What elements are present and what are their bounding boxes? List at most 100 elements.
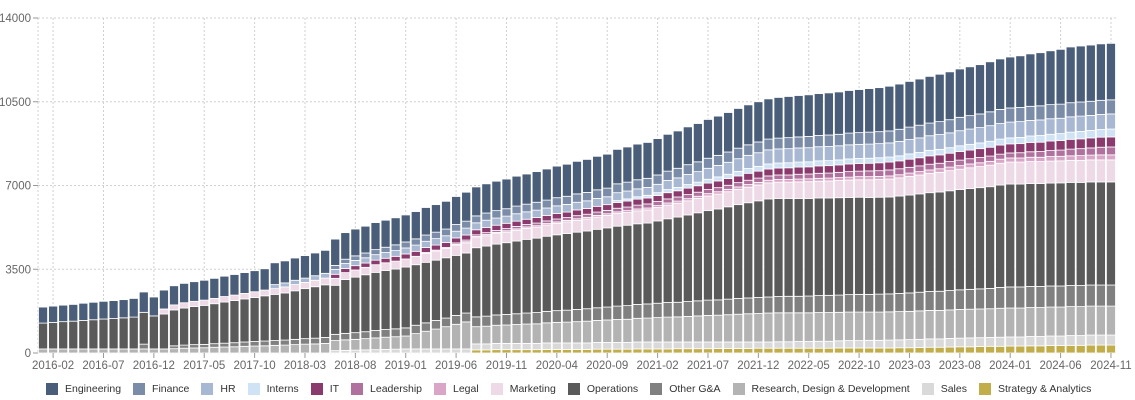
- bar-segment-strategy-analytics[interactable]: [561, 349, 572, 354]
- bar-segment-it[interactable]: [713, 180, 723, 189]
- bar-segment-marketing[interactable]: [431, 250, 441, 261]
- bar-segment-other-g-a[interactable]: [390, 328, 401, 338]
- bar-segment-it[interactable]: [995, 144, 1006, 155]
- bar-segment-strategy-analytics[interactable]: [602, 348, 613, 354]
- bar-segment-research-design-development[interactable]: [1106, 305, 1116, 336]
- bar-segment-leadership[interactable]: [1035, 151, 1046, 158]
- bar-segment-marketing[interactable]: [229, 294, 240, 301]
- bar-segment-engineering[interactable]: [370, 222, 381, 251]
- bar-segment-research-design-development[interactable]: [874, 311, 885, 341]
- bar-segment-hr[interactable]: [1025, 120, 1036, 137]
- bar-segment-finance[interactable]: [995, 109, 1006, 124]
- bar-segment-interns[interactable]: [944, 147, 955, 154]
- bar-segment-engineering[interactable]: [733, 108, 744, 149]
- bar-segment-other-g-a[interactable]: [350, 332, 361, 340]
- bar-segment-strategy-analytics[interactable]: [692, 348, 703, 354]
- bar-segment-leadership[interactable]: [1005, 152, 1016, 159]
- bar-segment-sales[interactable]: [380, 349, 391, 354]
- bar-segment-strategy-analytics[interactable]: [773, 347, 784, 354]
- bar-segment-hr[interactable]: [642, 187, 653, 196]
- bar-segment-research-design-development[interactable]: [844, 311, 854, 341]
- bar-segment-finance[interactable]: [954, 116, 965, 132]
- bar-segment-operations[interactable]: [1095, 181, 1106, 286]
- bar-segment-other-g-a[interactable]: [773, 296, 784, 314]
- bar-segment-research-design-development[interactable]: [572, 321, 582, 344]
- bar-segment-operations[interactable]: [88, 319, 99, 350]
- bar-segment-research-design-development[interactable]: [652, 317, 663, 343]
- bar-segment-legal[interactable]: [1106, 154, 1116, 161]
- bar-segment-strategy-analytics[interactable]: [582, 349, 593, 354]
- bar-segment-strategy-analytics[interactable]: [521, 349, 532, 354]
- bar-segment-hr[interactable]: [360, 257, 371, 264]
- bar-segment-interns[interactable]: [884, 156, 895, 163]
- bar-segment-it[interactable]: [420, 247, 431, 253]
- bar-segment-marketing[interactable]: [1015, 161, 1026, 185]
- bar-segment-sales[interactable]: [370, 349, 381, 354]
- bar-segment-operations[interactable]: [793, 198, 804, 297]
- bar-segment-finance[interactable]: [652, 174, 663, 185]
- bar-segment-sales[interactable]: [1065, 335, 1076, 346]
- bar-segment-sales[interactable]: [874, 339, 885, 349]
- bar-segment-marketing[interactable]: [954, 168, 965, 190]
- bar-segment-engineering[interactable]: [834, 91, 844, 135]
- bar-segment-leadership[interactable]: [1106, 146, 1116, 156]
- bar-segment-it[interactable]: [823, 165, 834, 174]
- bar-segment-research-design-development[interactable]: [330, 340, 341, 352]
- bar-segment-operations[interactable]: [914, 193, 925, 293]
- bar-segment-other-g-a[interactable]: [289, 338, 300, 346]
- bar-segment-interns[interactable]: [713, 176, 723, 182]
- bar-segment-strategy-analytics[interactable]: [1035, 345, 1046, 354]
- bar-segment-other-g-a[interactable]: [662, 302, 673, 318]
- bar-segment-operations[interactable]: [511, 240, 522, 315]
- bar-segment-other-g-a[interactable]: [864, 293, 875, 313]
- bar-segment-it[interactable]: [1065, 138, 1076, 150]
- bar-segment-strategy-analytics[interactable]: [874, 347, 885, 354]
- bar-segment-hr[interactable]: [1045, 118, 1056, 135]
- bar-segment-operations[interactable]: [481, 245, 492, 317]
- bar-segment-it[interactable]: [944, 152, 955, 162]
- bar-segment-operations[interactable]: [179, 307, 190, 346]
- bar-segment-engineering[interactable]: [219, 275, 230, 297]
- bar-segment-strategy-analytics[interactable]: [823, 347, 834, 354]
- bar-segment-engineering[interactable]: [420, 207, 431, 236]
- bar-segment-marketing[interactable]: [441, 248, 451, 259]
- bar-segment-other-g-a[interactable]: [239, 341, 250, 347]
- bar-segment-hr[interactable]: [864, 143, 875, 159]
- bar-segment-operations[interactable]: [864, 197, 875, 295]
- bar-segment-research-design-development[interactable]: [128, 348, 139, 354]
- bar-segment-research-design-development[interactable]: [682, 315, 693, 343]
- bar-segment-sales[interactable]: [834, 340, 844, 349]
- bar-segment-strategy-analytics[interactable]: [723, 348, 734, 354]
- bar-segment-marketing[interactable]: [521, 227, 532, 240]
- bar-segment-other-g-a[interactable]: [501, 314, 512, 326]
- bar-segment-sales[interactable]: [662, 341, 673, 350]
- bar-segment-other-g-a[interactable]: [642, 303, 653, 319]
- bar-segment-operations[interactable]: [158, 313, 169, 350]
- bar-segment-it[interactable]: [1045, 140, 1056, 151]
- bar-segment-legal[interactable]: [834, 177, 844, 181]
- bar-segment-it[interactable]: [652, 195, 663, 202]
- bar-segment-finance[interactable]: [723, 151, 734, 163]
- bar-segment-marketing[interactable]: [249, 291, 260, 298]
- bar-segment-research-design-development[interactable]: [975, 308, 985, 339]
- bar-segment-it[interactable]: [350, 265, 361, 271]
- bar-segment-other-g-a[interactable]: [914, 291, 925, 312]
- bar-segment-sales[interactable]: [682, 341, 693, 350]
- bar-segment-leadership[interactable]: [733, 182, 744, 188]
- bar-segment-operations[interactable]: [239, 298, 250, 343]
- bar-segment-other-g-a[interactable]: [1095, 284, 1106, 307]
- bar-segment-hr[interactable]: [461, 227, 472, 236]
- bar-segment-sales[interactable]: [763, 341, 774, 349]
- bar-segment-strategy-analytics[interactable]: [1025, 345, 1036, 354]
- bar-segment-research-design-development[interactable]: [481, 325, 492, 345]
- bar-segment-finance[interactable]: [763, 138, 774, 151]
- bar-segment-research-design-development[interactable]: [279, 344, 290, 354]
- bar-segment-operations[interactable]: [632, 223, 643, 305]
- bar-segment-marketing[interactable]: [420, 253, 431, 263]
- bar-segment-research-design-development[interactable]: [118, 348, 129, 354]
- bar-segment-hr[interactable]: [451, 230, 462, 239]
- bar-segment-marketing[interactable]: [481, 235, 492, 247]
- bar-segment-leadership[interactable]: [1095, 146, 1106, 156]
- bar-segment-research-design-development[interactable]: [733, 313, 744, 343]
- bar-segment-sales[interactable]: [975, 337, 985, 347]
